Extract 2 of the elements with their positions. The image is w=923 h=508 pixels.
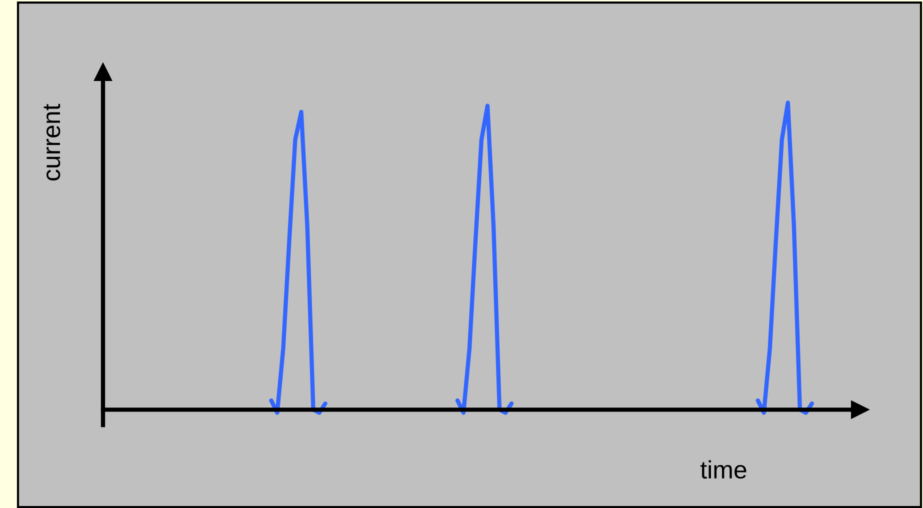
x-axis-title: time [700,460,746,479]
y-axis-title: current [44,104,60,180]
